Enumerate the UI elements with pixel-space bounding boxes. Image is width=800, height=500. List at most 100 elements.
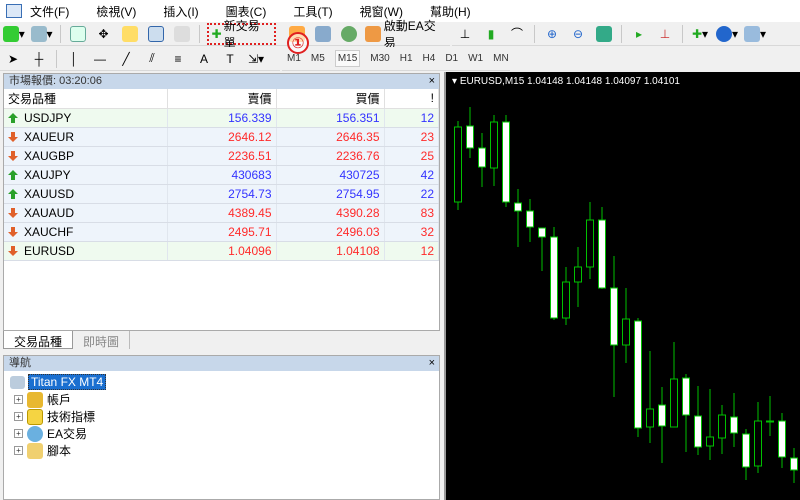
menu-help[interactable]: 幫助(H) [429,4,471,19]
candlestick-chart [454,107,798,483]
autoscroll-button[interactable]: ▸ [635,26,643,41]
fibonacci-tool[interactable]: ≡ [174,51,182,66]
profiles-button[interactable]: ▾ [30,24,53,44]
timeframe-d1[interactable]: D1 [445,53,459,64]
strategy-tester-button[interactable] [172,24,192,44]
tree-item-accounts[interactable]: + 帳戶 [14,391,71,408]
menu-file[interactable]: 文件(F) [30,4,70,19]
vertical-line-tool[interactable]: │ [70,51,78,66]
market-icon [340,25,357,42]
menu-view[interactable]: 檢視(V) [96,4,137,19]
spread-cell: 32 [384,222,439,242]
chart-header-text: EURUSD,M15 1.04148 1.04148 1.04097 1.041… [459,76,680,87]
tile-windows-button[interactable] [594,24,614,44]
bear-candle [682,377,690,416]
accounts-icon [27,391,43,408]
menu-window[interactable]: 視窗(W) [359,4,403,19]
templates-button[interactable]: ▾ [744,24,766,44]
expand-icon[interactable]: + [14,412,23,421]
expand-icon[interactable]: + [14,395,23,404]
line-studies-toolbar: ➤ ┼ │ — ╱ ⫽ ≡ A T ⇲▾ [0,47,280,71]
down-arrow-icon [8,207,18,218]
timeframe-h4[interactable]: H4 [422,53,436,64]
table-row[interactable]: XAUCHF 2495.71 2496.03 32 [4,222,439,242]
timeframe-m1[interactable]: M1 [287,53,301,64]
ask-cell: 2754.95 [276,184,385,204]
menu-tools[interactable]: 工具(T) [293,4,333,19]
cursor-tool[interactable]: ➤ [7,51,19,66]
bull-candle [670,378,678,428]
market-button[interactable] [339,24,359,44]
text-label-tool[interactable]: T [226,51,234,66]
signals-button[interactable] [313,24,333,44]
indicators-button[interactable]: ✚ ▾ [691,26,709,41]
tree-item-indicators[interactable]: + 技術指標 [14,408,95,425]
candlestick-button[interactable]: ▮ [487,26,495,41]
standard-toolbar: ▾ ▾ ✥ ✚ 新交易單 啟動EA交易 [0,19,450,50]
horizontal-line-tool[interactable]: — [94,51,106,66]
bear-candle [502,121,510,203]
symbol-cell: XAUJPY [4,165,168,185]
column-spread[interactable]: ! [384,89,439,109]
table-row[interactable]: XAUJPY 430683 430725 42 [4,165,439,185]
arrows-tool[interactable]: ⇲▾ [247,51,265,66]
ask-cell: 2236.76 [276,146,385,166]
table-row[interactable]: XAUAUD 4389.45 4390.28 83 [4,203,439,223]
column-ask[interactable]: 買價 [276,89,385,109]
table-row[interactable]: EURUSD 1.04096 1.04108 12 [4,241,439,261]
down-arrow-icon [8,131,18,142]
expand-icon[interactable]: + [14,446,23,455]
periods-button[interactable]: ▾ [716,24,738,44]
navigator-button[interactable] [120,24,140,44]
terminal-button[interactable] [146,24,166,44]
crosshair-tool[interactable]: ┼ [34,51,44,66]
bull-candle [562,281,570,319]
table-row[interactable]: XAUGBP 2236.51 2236.76 25 [4,146,439,166]
timeframe-mn[interactable]: MN [493,53,509,64]
text-tool[interactable]: A [199,51,208,66]
symbol-name: XAUGBP [24,148,75,163]
tree-root[interactable]: Titan FX MT4 [10,374,107,390]
timeframe-m15[interactable]: M15 [334,50,361,67]
timeframe-m5[interactable]: M5 [310,53,325,64]
bear-candle [610,287,618,346]
zoom-out-button[interactable]: ⊖ [572,26,584,41]
tab-symbols[interactable]: 交易品種 [3,331,74,349]
close-icon[interactable]: × [428,75,435,87]
column-bid[interactable]: 賣價 [167,89,277,109]
bear-candle [658,404,666,427]
tester-icon [173,25,190,42]
bull-candle [706,436,714,447]
symbol-name: XAUUSD [24,186,75,201]
tree-item-expert-advisors[interactable]: + EA交易 [14,425,87,442]
up-arrow-icon [8,188,18,199]
navigator-title-text: 導航 [9,357,31,369]
bear-candle [478,147,486,168]
tab-tick-chart[interactable]: 即時圖 [73,331,131,349]
chart-window[interactable]: ▾ EURUSD,M15 1.04148 1.04148 1.04097 1.0… [444,72,800,500]
data-window-button[interactable]: ✥ [98,26,109,41]
table-row[interactable]: USDJPY 156.339 156.351 12 [4,108,439,128]
ask-cell: 2646.35 [276,127,385,147]
bar-chart-button[interactable]: ⊥ [459,26,471,41]
new-order-button[interactable]: ✚ 新交易單 [206,19,276,50]
timeframe-w1[interactable]: W1 [468,53,484,64]
line-chart-button[interactable]: ⌒ [510,27,523,41]
zoom-in-button[interactable]: ⊕ [546,26,558,41]
new-chart-button[interactable]: ▾ [3,24,25,44]
timeframe-m30[interactable]: M30 [370,53,390,64]
column-symbol[interactable]: 交易品種 [4,89,168,109]
equidistant-channel-tool[interactable]: ⫽ [149,51,155,65]
timeframe-h1[interactable]: H1 [399,53,413,64]
tree-item-scripts[interactable]: + 腳本 [14,442,71,459]
menu-charts[interactable]: 圖表(C) [225,4,267,19]
table-row[interactable]: XAUUSD 2754.73 2754.95 22 [4,184,439,204]
table-row[interactable]: XAUEUR 2646.12 2646.35 23 [4,127,439,147]
chart-shift-button[interactable]: ⊥ [659,26,671,41]
close-icon[interactable]: × [428,357,435,369]
expand-icon[interactable]: + [14,429,23,438]
trendline-tool[interactable]: ╱ [122,51,130,66]
menu-insert[interactable]: 插入(I) [163,4,199,19]
autotrading-button[interactable]: 啟動EA交易 [364,19,447,50]
market-watch-button[interactable] [68,24,88,44]
